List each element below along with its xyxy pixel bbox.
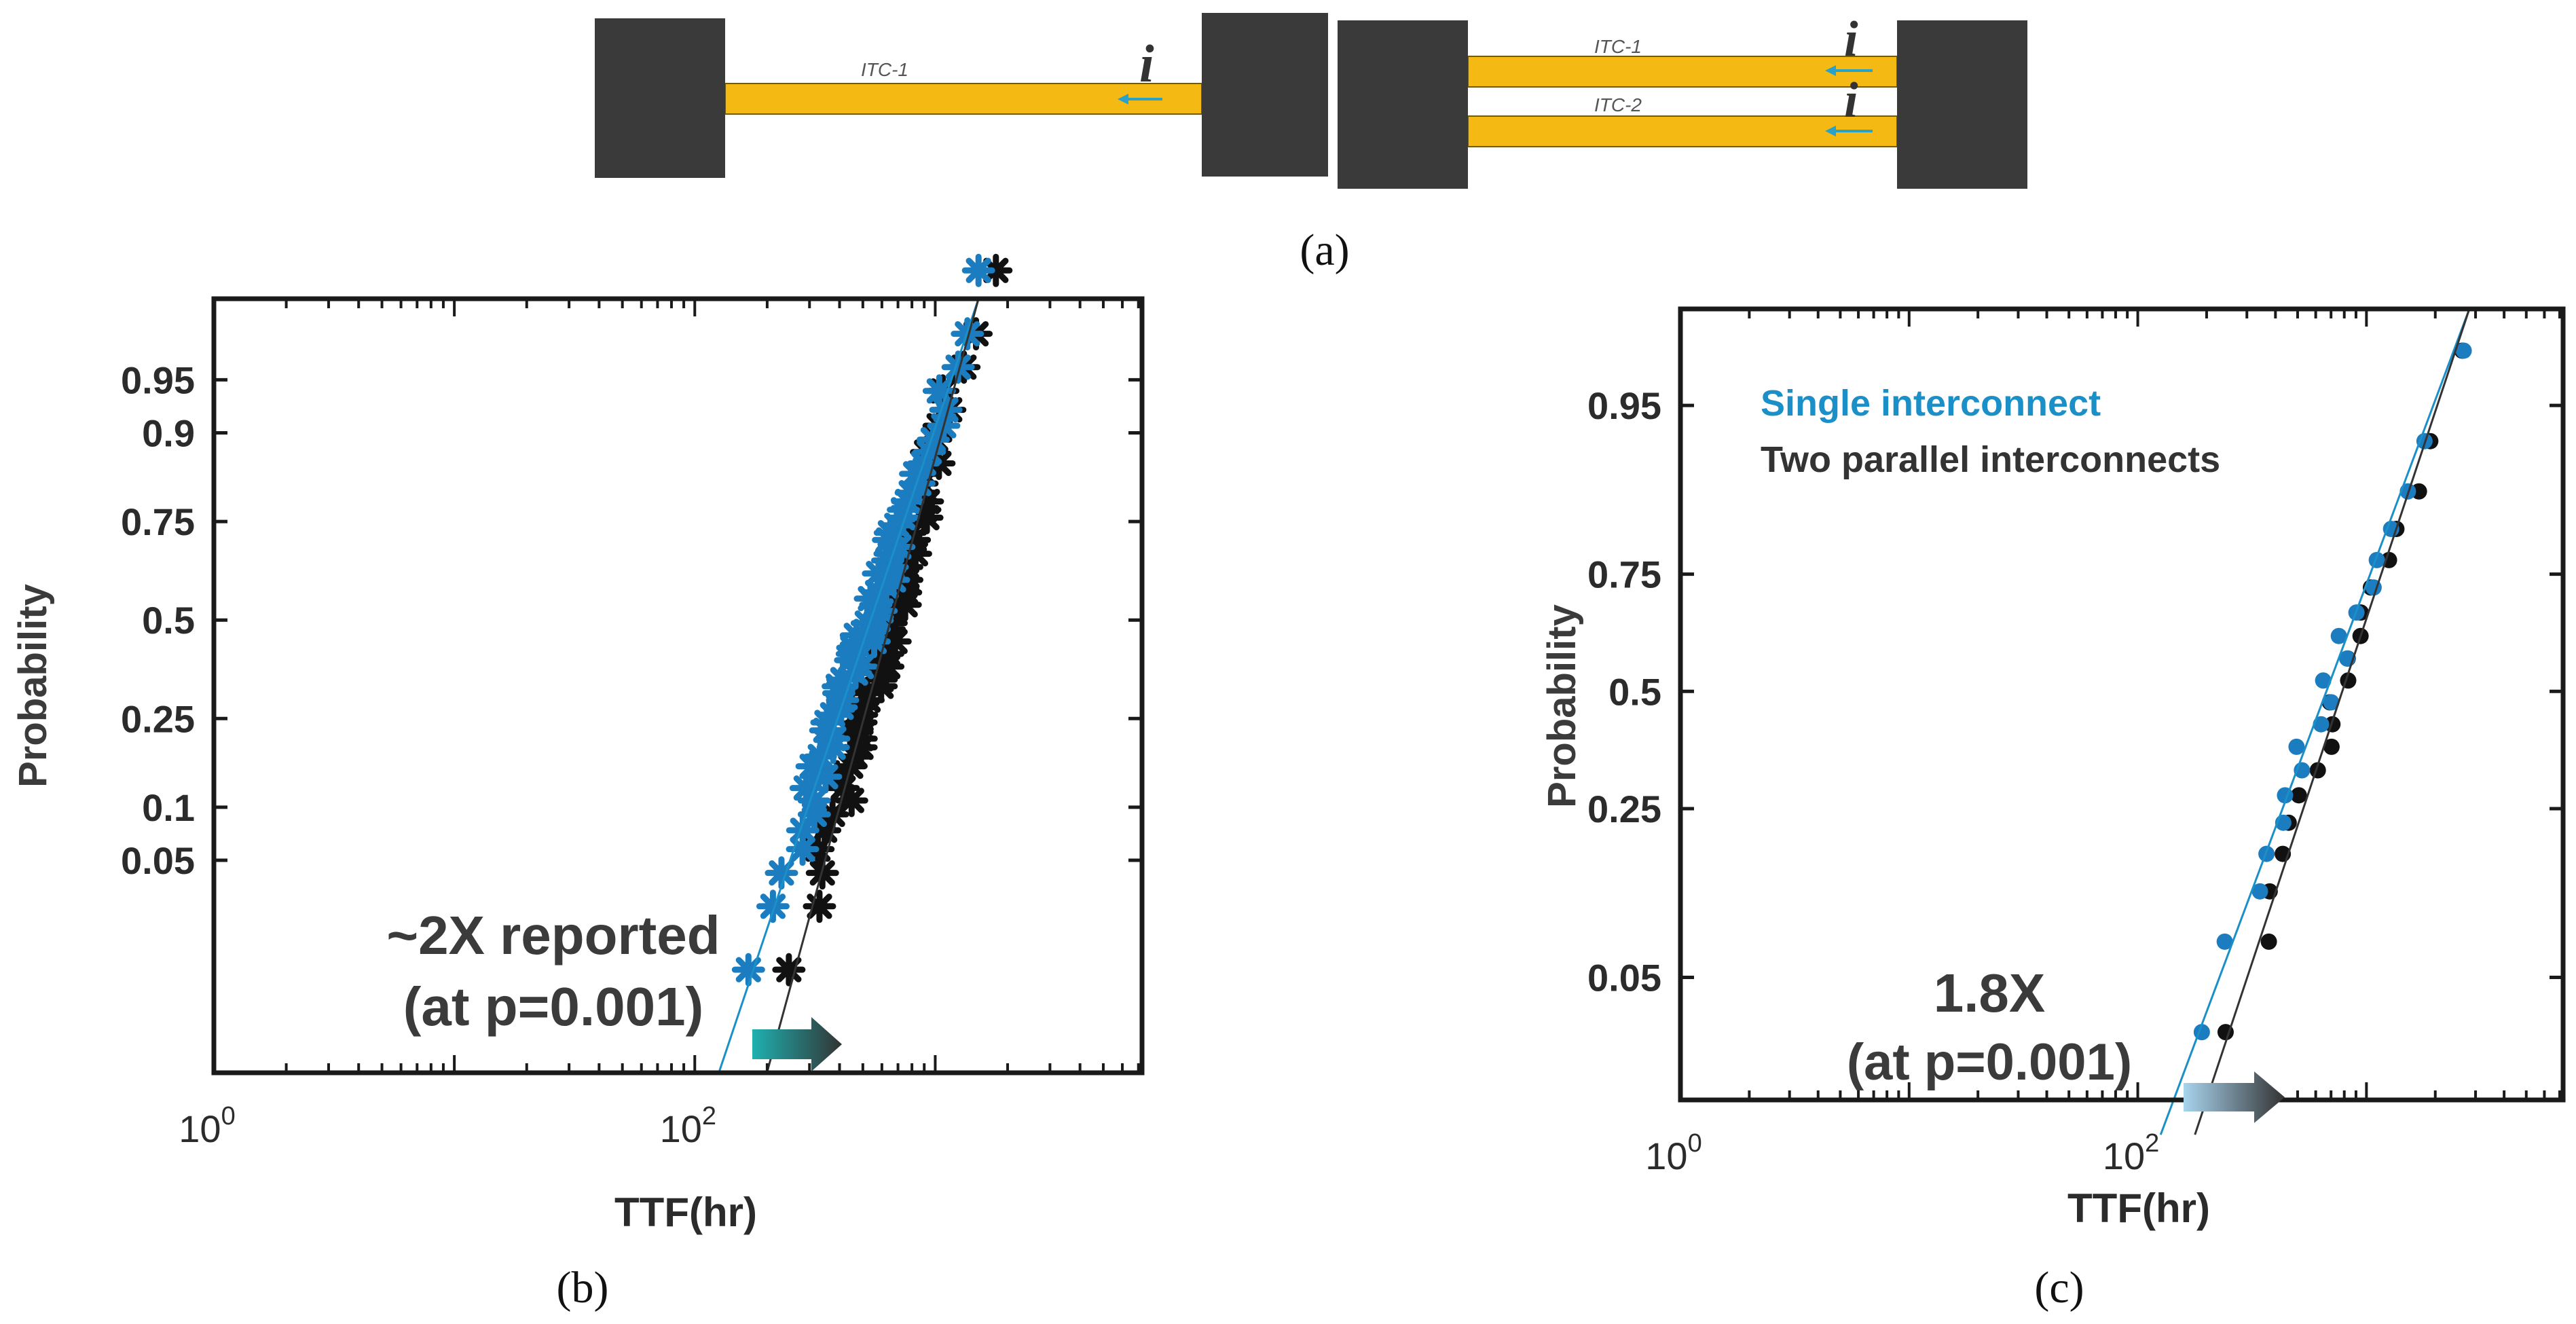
pad-left-2 xyxy=(1202,13,1328,177)
chart-b-y-ticks: 0.05 0.1 0.25 0.5 0.75 0.9 0.95 xyxy=(121,358,1142,882)
y-tick-label: 0.75 xyxy=(1587,553,1661,596)
current-arrowhead-left xyxy=(1118,94,1128,105)
data-point-parallel xyxy=(2290,787,2307,804)
chart-b-shift-arrow xyxy=(752,1017,842,1071)
wire-itc1-right xyxy=(1467,56,1898,88)
chart-c-fit-lines xyxy=(2159,308,2471,1135)
wire-label-left-itc1: ITC-1 xyxy=(861,59,908,80)
wire-label-right-itc1: ITC-1 xyxy=(1594,36,1642,57)
data-point-single xyxy=(2288,738,2305,755)
current-label-right-1: i xyxy=(1844,12,1858,67)
chart-c-annotation-line2: (at p=0.001) xyxy=(1847,1033,2132,1091)
data-point-single xyxy=(2251,883,2268,900)
pad-right-2 xyxy=(1897,20,2027,189)
y-tick-label: 0.5 xyxy=(1608,670,1661,713)
x-tick-label: 102 xyxy=(2103,1129,2159,1177)
y-tick-label: 0.1 xyxy=(142,786,195,829)
panel-label-a: (a) xyxy=(1300,225,1349,275)
y-tick-label: 0.25 xyxy=(121,697,195,740)
chart-b-ylabel: Probability xyxy=(11,584,55,788)
fit-line-parallel xyxy=(766,298,980,1073)
chart-panel-b: 0.05 0.1 0.25 0.5 0.75 0.9 0.95 100 102 Probabi… xyxy=(11,253,1145,1312)
wire-label-right-itc2: ITC-2 xyxy=(1594,94,1642,115)
data-point-parallel xyxy=(2260,933,2277,950)
chart-panel-c: 0.05 0.25 0.5 0.75 0.95 100 102 Probability T… xyxy=(1540,306,2566,1312)
x-tick-label: 100 xyxy=(179,1102,235,1150)
fit-line-parallel xyxy=(2194,308,2471,1135)
chart-b-fit-lines xyxy=(718,298,980,1073)
pad-left-1 xyxy=(595,18,725,178)
chart-b-axes-frame xyxy=(211,296,1145,1075)
data-point-parallel xyxy=(803,889,836,923)
y-tick-label: 0.05 xyxy=(1587,956,1661,999)
data-point-single xyxy=(2368,551,2385,568)
y-tick-label: 0.25 xyxy=(1587,788,1661,830)
panel-label-b: (b) xyxy=(557,1263,609,1312)
panel-label-c: (c) xyxy=(2034,1263,2084,1312)
data-point-single xyxy=(961,253,995,287)
chart-b-xlabel: TTF(hr) xyxy=(614,1190,757,1235)
data-point-single xyxy=(2216,933,2233,950)
y-tick-label: 0.05 xyxy=(121,839,195,882)
y-tick-label: 0.95 xyxy=(1587,384,1661,427)
data-point-parallel xyxy=(772,953,806,987)
current-arrowhead-right-2 xyxy=(1825,126,1836,136)
data-point-single xyxy=(2330,627,2347,644)
chart-b-annotation-line1: ~2X reported xyxy=(386,905,720,966)
data-point-single xyxy=(2315,672,2332,689)
chart-c-xlabel: TTF(hr) xyxy=(2067,1185,2210,1231)
y-tick-label: 0.95 xyxy=(121,358,195,401)
legend-single-interconnect: Single interconnect xyxy=(1761,383,2101,424)
x-tick-label: 100 xyxy=(1645,1129,1701,1177)
data-point-single xyxy=(922,374,956,408)
y-tick-label: 0.75 xyxy=(121,500,195,543)
current-arrowhead-right-1 xyxy=(1825,65,1836,76)
fit-line-single xyxy=(2159,308,2471,1135)
y-tick-label: 0.5 xyxy=(142,599,195,642)
chart-c-axes-frame xyxy=(1678,306,2566,1103)
schematic-panel: ITC-1 i ITC-1 ITC-2 i i (a) xyxy=(595,12,2027,275)
chart-b-annotation-line2: (at p=0.001) xyxy=(403,976,703,1037)
data-point-single xyxy=(756,889,790,923)
data-point-parallel xyxy=(2324,716,2341,733)
pad-right-1 xyxy=(1338,20,1468,189)
data-point-single xyxy=(809,760,843,794)
chart-c-shift-arrow xyxy=(2184,1071,2285,1123)
y-tick-label: 0.9 xyxy=(142,412,195,455)
chart-b-markers xyxy=(731,253,1013,987)
chart-c-ylabel: Probability xyxy=(1540,604,1584,808)
chart-c-annotation-line1: 1.8X xyxy=(1934,963,2046,1023)
data-point-parallel xyxy=(2323,738,2340,755)
x-tick-label: 102 xyxy=(660,1102,716,1150)
data-point-single xyxy=(2455,342,2472,359)
data-point-single xyxy=(765,856,798,890)
data-point-single xyxy=(731,953,765,987)
legend-two-parallel-interconnects: Two parallel interconnects xyxy=(1761,439,2220,480)
current-label-left: i xyxy=(1139,34,1154,93)
current-label-right-2: i xyxy=(1844,73,1858,128)
fit-line-single xyxy=(718,298,980,1073)
chart-c-y-ticks: 0.05 0.25 0.5 0.75 0.95 xyxy=(1587,384,2563,999)
data-point-single xyxy=(2323,694,2340,711)
data-point-single xyxy=(2313,716,2330,733)
